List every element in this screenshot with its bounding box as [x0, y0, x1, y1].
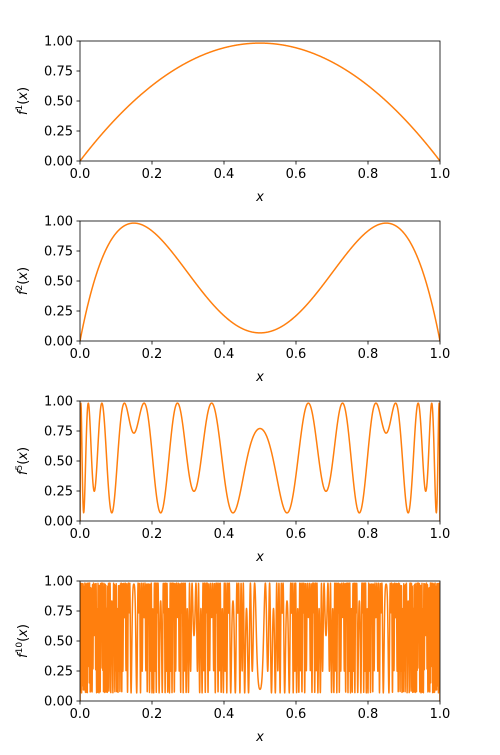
y-tick-label: 0.75	[44, 245, 73, 260]
x-tick-label: 0.6	[286, 347, 307, 362]
y-tick-label: 0.50	[44, 635, 73, 650]
y-tick-label: 0.00	[44, 335, 73, 350]
axes-frame	[79, 220, 441, 342]
x-axis-label: x	[255, 550, 264, 565]
y-tick-label: 0.00	[44, 515, 73, 530]
axes-frame	[79, 580, 441, 702]
y-tick-label: 0.25	[44, 665, 73, 680]
y-tick-label: 0.50	[44, 455, 73, 470]
x-tick-label: 0.2	[142, 167, 163, 182]
y-tick-label: 1.00	[44, 35, 73, 50]
panel-2: 0.0 0.2 0.4 0.6 0.8 1.0 0.00 0.25 0.50 0.75 1.00 x f…	[15, 215, 450, 386]
x-tick-label: 0.2	[142, 527, 163, 542]
series-line	[80, 402, 440, 521]
x-tick-label: 1.0	[430, 527, 451, 542]
x-axis-label: x	[255, 370, 264, 385]
x-tick-label: 0.6	[286, 167, 307, 182]
x-tick-label: 0.4	[214, 707, 235, 722]
series-line	[80, 42, 440, 161]
x-axis-label: x	[255, 730, 264, 745]
y-tick-label: 0.50	[44, 95, 73, 110]
x-tick-label: 0.4	[214, 347, 235, 362]
x-tick-label: 0.0	[70, 527, 91, 542]
x-axis-label: x	[255, 190, 264, 205]
y-tick-label: 0.25	[44, 305, 73, 320]
y-tick-label: 0.75	[44, 425, 73, 440]
y-tick-label: 0.75	[44, 65, 73, 80]
x-tick-label: 1.0	[430, 347, 451, 362]
y-tick-label: 0.25	[44, 485, 73, 500]
x-tick-label: 1.0	[430, 707, 451, 722]
y-tick-label: 0.75	[44, 605, 73, 620]
x-tick-label: 0.8	[358, 347, 379, 362]
x-tick-label: 0.4	[214, 167, 235, 182]
x-tick-label: 0.8	[358, 527, 379, 542]
x-tick-label: 0.0	[70, 347, 91, 362]
x-tick-label: 0.8	[358, 167, 379, 182]
series-line	[80, 222, 440, 341]
y-tick-label: 1.00	[44, 575, 73, 590]
x-tick-label: 0.6	[286, 707, 307, 722]
y-axis-label: f1(x)	[15, 87, 31, 115]
panel-3: 0.0 0.2 0.4 0.6 0.8 1.0 0.00 0.25 0.50 0.75 1.00 x f…	[15, 395, 450, 566]
y-tick-label: 0.00	[44, 155, 73, 170]
y-axis-label: f5(x)	[15, 447, 31, 475]
y-axis-label: f10(x)	[15, 624, 31, 658]
x-tick-label: 0.0	[70, 167, 91, 182]
series-line	[80, 582, 440, 701]
x-tick-label: 0.0	[70, 707, 91, 722]
y-axis-label: f2(x)	[15, 267, 31, 295]
y-tick-label: 0.25	[44, 125, 73, 140]
y-tick-label: 1.00	[44, 395, 73, 410]
x-tick-label: 0.4	[214, 527, 235, 542]
x-tick-label: 0.6	[286, 527, 307, 542]
y-tick-label: 0.50	[44, 275, 73, 290]
y-tick-label: 1.00	[44, 215, 73, 230]
x-tick-label: 0.2	[142, 347, 163, 362]
y-tick-label: 0.00	[44, 695, 73, 710]
x-tick-label: 0.2	[142, 707, 163, 722]
x-tick-label: 1.0	[430, 167, 451, 182]
axes-frame	[79, 400, 441, 522]
panel-1: 0.0 0.2 0.4 0.6 0.8 1.0 0.00 0.25 0.50 0.75 1.00 x f…	[15, 35, 450, 206]
x-tick-label: 0.8	[358, 707, 379, 722]
panel-4: 0.0 0.2 0.4 0.6 0.8 1.0 0.00 0.25 0.50 0.75 1.00 x f…	[15, 575, 450, 746]
